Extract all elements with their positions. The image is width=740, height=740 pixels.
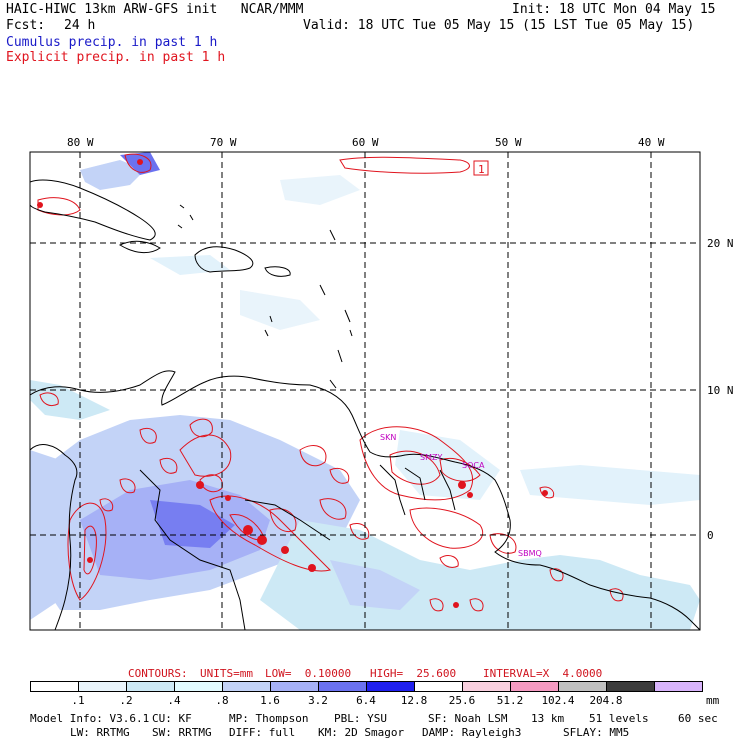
grid-spacing: 13 km <box>531 712 565 725</box>
init-time: Init: 18 UTC Mon 04 May 15 <box>512 2 716 17</box>
station-label: SMZY <box>420 453 442 462</box>
explicit-precip-cores <box>37 159 548 608</box>
cumulus-legend: Cumulus precip. in past 1 h <box>6 35 218 50</box>
colorbar-tick-label: .4 <box>167 694 181 707</box>
colorbar-swatch <box>366 681 415 692</box>
lat-lon-grid <box>30 152 700 630</box>
contours-units: UNITS=mm <box>200 667 253 680</box>
colorbar-swatch <box>558 681 607 692</box>
lat-label-20n: 20 N <box>707 237 734 250</box>
pbl-scheme: PBL: YSU <box>334 712 387 725</box>
map-frame <box>29 151 701 631</box>
explicit-legend: Explicit precip. in past 1 h <box>6 50 226 65</box>
levels: 51 levels <box>589 712 649 725</box>
forecast-label: Fcst: <box>6 18 46 33</box>
contour-max-box <box>473 160 489 176</box>
colorbar-swatch <box>126 681 175 692</box>
lat-label-0: 0 <box>707 529 714 542</box>
colorbar-swatch <box>174 681 223 692</box>
damp-scheme: DAMP: Rayleigh3 <box>422 726 522 739</box>
lw-scheme: LW: RRTMG <box>70 726 130 739</box>
lon-label-70w: 70 W <box>210 136 237 149</box>
contours-label: CONTOURS: <box>128 667 188 680</box>
colorbar-swatch <box>606 681 655 692</box>
station-label: SKN <box>380 433 396 442</box>
station-label: SBMQ <box>518 549 542 558</box>
colorbar-tick-label: 25.6 <box>448 694 476 707</box>
valid-time: Valid: 18 UTC Tue 05 May 15 (15 LST Tue … <box>303 18 695 33</box>
colorbar-swatch <box>270 681 319 692</box>
colorbar-tick-label: 1.6 <box>260 694 280 707</box>
lat-label-10n: 10 N <box>707 384 734 397</box>
colorbar-swatch <box>462 681 511 692</box>
lon-label-50w: 50 W <box>495 136 522 149</box>
colorbar-tick-label: .2 <box>119 694 133 707</box>
sf-scheme: SF: Noah LSM <box>428 712 508 725</box>
colorbar-tick-label: 3.2 <box>308 694 328 707</box>
colorbar-swatch <box>654 681 703 692</box>
sflay-scheme: SFLAY: MM5 <box>563 726 630 739</box>
lon-label-60w: 60 W <box>352 136 379 149</box>
colorbar-tick-label: .8 <box>215 694 229 707</box>
station-label: SOCA <box>462 461 485 470</box>
colorbar-tick-label: .1 <box>71 694 85 707</box>
colorbar-swatch <box>318 681 367 692</box>
km-scheme: KM: 2D Smagor <box>318 726 405 739</box>
explicit-precip-contours <box>37 153 624 612</box>
colorbar-tick-label: 51.2 <box>496 694 524 707</box>
colorbar-swatch <box>222 681 271 692</box>
contours-interval: INTERVAL=X 4.0000 <box>483 667 603 680</box>
colorbar-tick-label: 12.8 <box>400 694 428 707</box>
sw-scheme: SW: RRTMG <box>152 726 212 739</box>
cu-scheme: CU: KF <box>152 712 192 725</box>
contour-max-label: 1 <box>478 163 485 176</box>
model-info: Model Info: V3.6.1 <box>30 712 150 725</box>
colorbar-swatch <box>510 681 559 692</box>
contours-low: LOW= 0.10000 <box>265 667 352 680</box>
mp-scheme: MP: Thompson <box>229 712 309 725</box>
lon-label-80w: 80 W <box>67 136 94 149</box>
diff-scheme: DIFF: full <box>229 726 296 739</box>
colorbar-tick-label: 204.8 <box>589 694 623 707</box>
colorbar-swatch <box>78 681 127 692</box>
coastlines <box>30 179 700 630</box>
lon-label-40w: 40 W <box>638 136 665 149</box>
precip-layer <box>30 152 700 630</box>
colorbar-tick-label: 102.4 <box>541 694 575 707</box>
contours-high: HIGH= 25.600 <box>370 667 457 680</box>
colorbar-unit: mm <box>706 694 720 707</box>
colorbar-tick-label: 6.4 <box>356 694 376 707</box>
timestep: 60 sec <box>678 712 718 725</box>
colorbar-swatch <box>414 681 463 692</box>
forecast-hours: 24 h <box>64 18 96 33</box>
colorbar-swatch <box>30 681 79 692</box>
chart-title: HAIC-HIWC 13km ARW-GFS init NCAR/MMM <box>6 2 304 17</box>
